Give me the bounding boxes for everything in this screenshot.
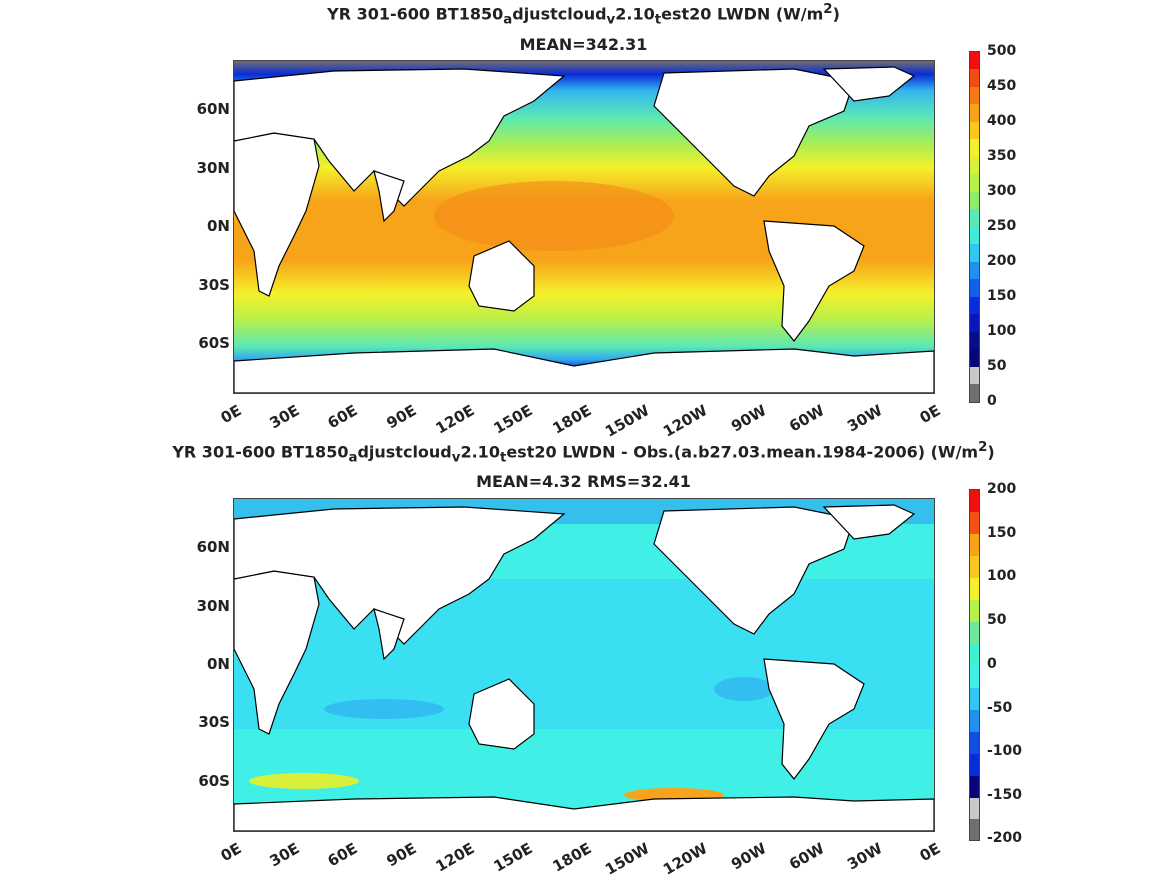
lat-label-60s: 60S (198, 772, 230, 790)
cbar1-label: 400 (987, 113, 1017, 129)
panel1-map (233, 60, 935, 394)
cbar2-label: -100 (987, 743, 1023, 759)
lon-label: 180E (549, 839, 595, 876)
lon-label: 30W (844, 401, 886, 436)
panel1-mean: MEAN=342.31 (519, 35, 648, 54)
lat-label-30n: 30N (196, 597, 230, 615)
lon-label: 60W (786, 839, 828, 874)
cbar1-label: 100 (987, 323, 1017, 339)
lat-label-60n: 60N (196, 538, 230, 556)
lon-label: 120W (660, 839, 711, 879)
lon-label: 90E (383, 839, 420, 871)
cbar2-label: -200 (987, 830, 1023, 846)
lon-label: 60W (786, 401, 828, 436)
lon-label: 180E (549, 401, 595, 438)
panel1-land (234, 66, 934, 393)
cbar1-label: 300 (987, 183, 1017, 199)
cbar2-label: -150 (987, 787, 1023, 803)
cbar2-label: 50 (987, 612, 1007, 628)
lon-label: 30E (266, 401, 303, 433)
cbar1-label: 500 (987, 43, 1017, 59)
lat-label-30n: 30N (196, 159, 230, 177)
cbar1-label: 350 (987, 148, 1017, 164)
lat-label-60n: 60N (196, 100, 230, 118)
panel2-land (234, 504, 934, 831)
lon-label: 30W (844, 839, 886, 874)
lon-label: 120E (432, 401, 478, 438)
panel2-map-svg (234, 499, 934, 831)
lon-label: 60E (324, 839, 361, 871)
cbar1-label: 450 (987, 78, 1017, 94)
lon-label: 90W (728, 839, 770, 874)
lon-label: 120E (432, 839, 478, 876)
cbar2-label: 0 (987, 656, 997, 672)
cbar1-label: 0 (987, 393, 997, 409)
lon-label: 0E (217, 839, 245, 866)
panel2-title: YR 301-600 BT1850adjustcloudv2.10test20 … (172, 440, 995, 466)
lon-label: 150W (602, 401, 653, 441)
lat-label-0n: 0N (207, 655, 230, 673)
panel1-colorbar (969, 51, 980, 403)
cbar1-label: 250 (987, 218, 1017, 234)
cbar1-label: 150 (987, 288, 1017, 304)
cbar1-label: 50 (987, 358, 1007, 374)
lon-label: 150E (490, 401, 536, 438)
lon-label: 90E (383, 401, 420, 433)
lon-label: 60E (324, 401, 361, 433)
lon-label: 0E (916, 839, 944, 866)
lon-label: 120W (660, 401, 711, 441)
cbar1-label: 200 (987, 253, 1017, 269)
lon-label: 150E (490, 839, 536, 876)
lat-label-0n: 0N (207, 217, 230, 235)
lat-label-30s: 30S (198, 713, 230, 731)
lat-label-30s: 30S (198, 276, 230, 294)
lon-label: 30E (266, 839, 303, 871)
panel1-map-svg (234, 61, 934, 393)
cbar2-label: 150 (987, 525, 1017, 541)
lon-label: 0E (217, 401, 245, 428)
lon-label: 90W (728, 401, 770, 436)
panel1-title: YR 301-600 BT1850adjustcloudv2.10test20 … (327, 2, 840, 28)
panel2-map (233, 498, 935, 832)
cbar2-label: 200 (987, 481, 1017, 497)
cbar2-label: -50 (987, 700, 1013, 716)
lat-label-60s: 60S (198, 334, 230, 352)
lon-label: 150W (602, 839, 653, 879)
lon-label: 0E (916, 401, 944, 428)
panel2-colorbar (969, 489, 980, 841)
cbar2-label: 100 (987, 568, 1017, 584)
panel2-stats: MEAN=4.32 RMS=32.41 (476, 472, 691, 491)
